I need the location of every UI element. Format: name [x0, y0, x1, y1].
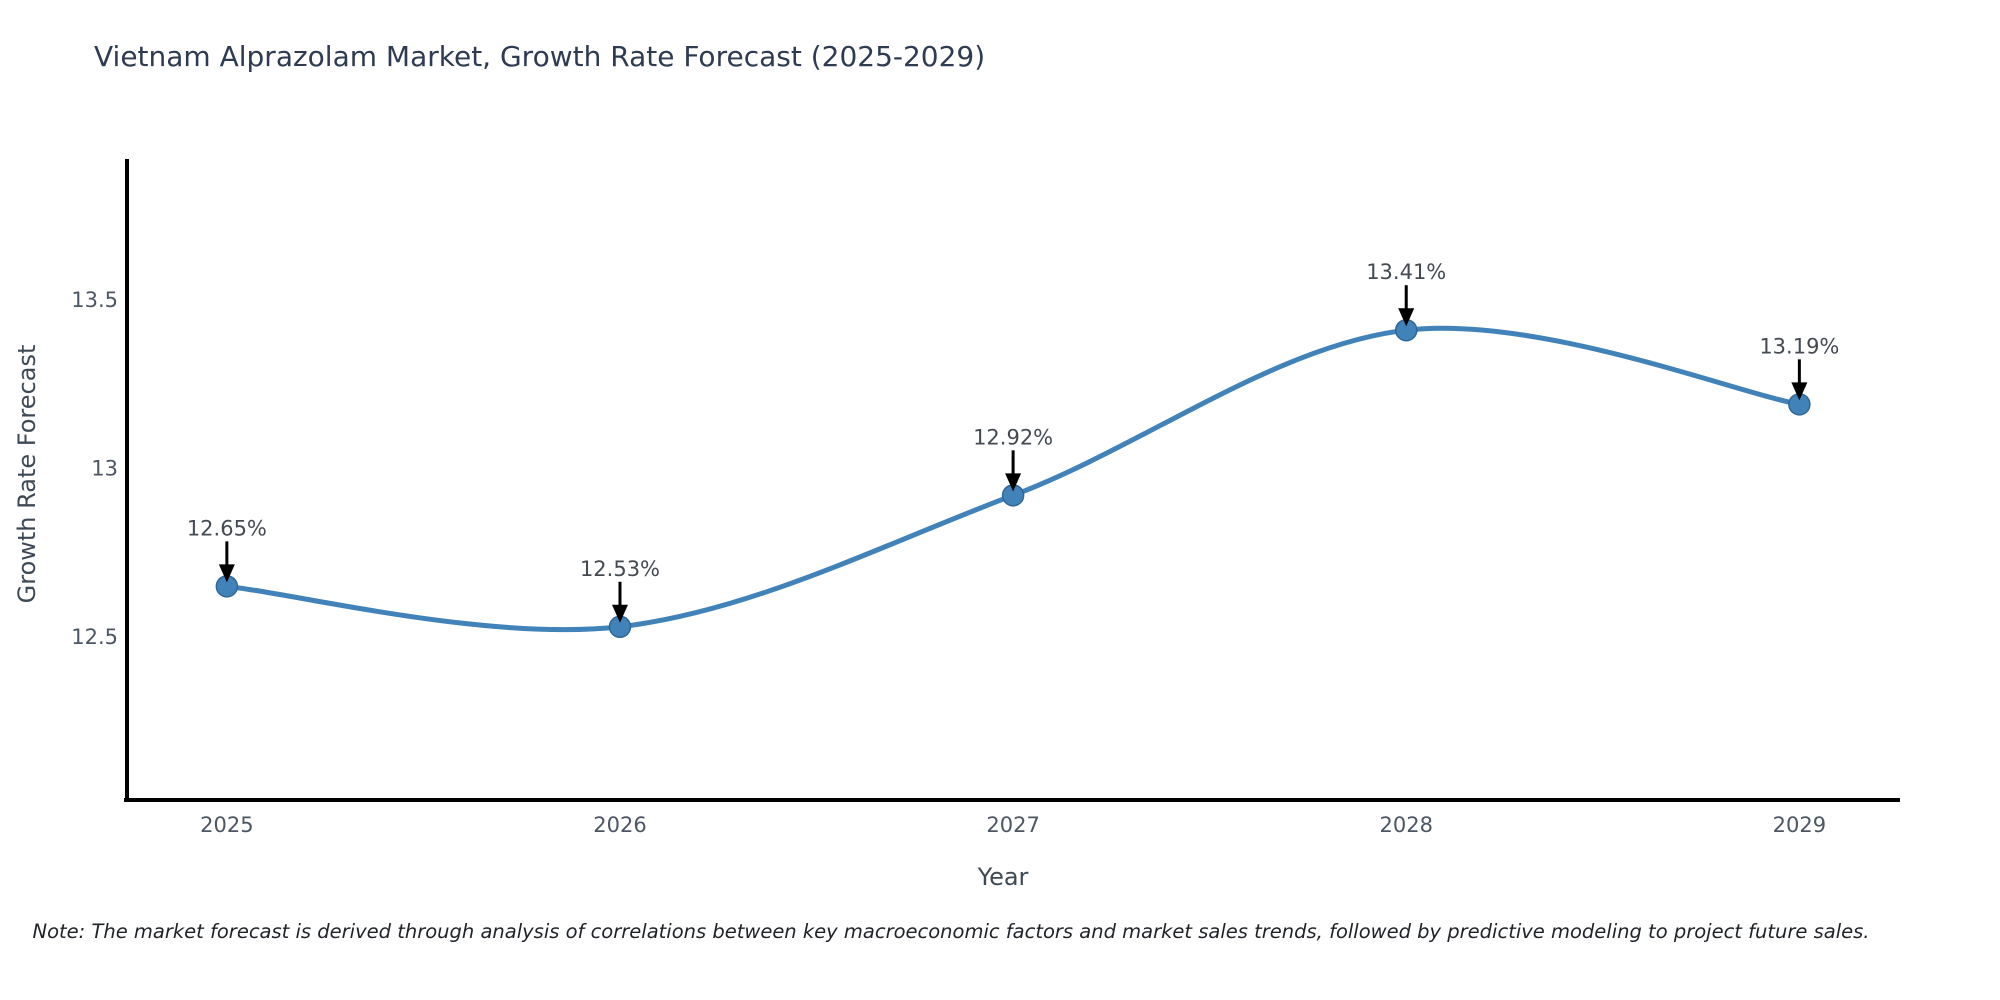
annotation-label: 12.92%: [973, 425, 1053, 449]
annotation-label: 13.41%: [1366, 260, 1446, 284]
figure-note: Note: The market forecast is derived thr…: [32, 920, 1870, 943]
annotation-arrowhead: [218, 564, 235, 583]
chart-title: Vietnam Alprazolam Market, Growth Rate F…: [94, 40, 986, 73]
x-tick-label: 2026: [593, 813, 646, 837]
annotation-arrowhead: [611, 604, 628, 623]
x-tick-label: 2029: [1773, 813, 1826, 837]
y-tick-label: 13.5: [71, 288, 118, 312]
annotation-label: 13.19%: [1759, 334, 1839, 358]
x-axis-title: Year: [977, 863, 1029, 891]
annotation-arrowhead: [1791, 382, 1808, 401]
annotation-arrowhead: [1005, 473, 1022, 492]
y-tick-label: 13: [91, 456, 118, 480]
annotation-label: 12.53%: [580, 557, 660, 581]
x-tick-label: 2028: [1380, 813, 1433, 837]
y-tick-label: 12.5: [71, 625, 118, 649]
annotation-label: 12.65%: [187, 516, 267, 540]
x-tick-label: 2025: [200, 813, 253, 837]
annotation-arrowhead: [1398, 308, 1415, 327]
x-tick-label: 2027: [986, 813, 1039, 837]
